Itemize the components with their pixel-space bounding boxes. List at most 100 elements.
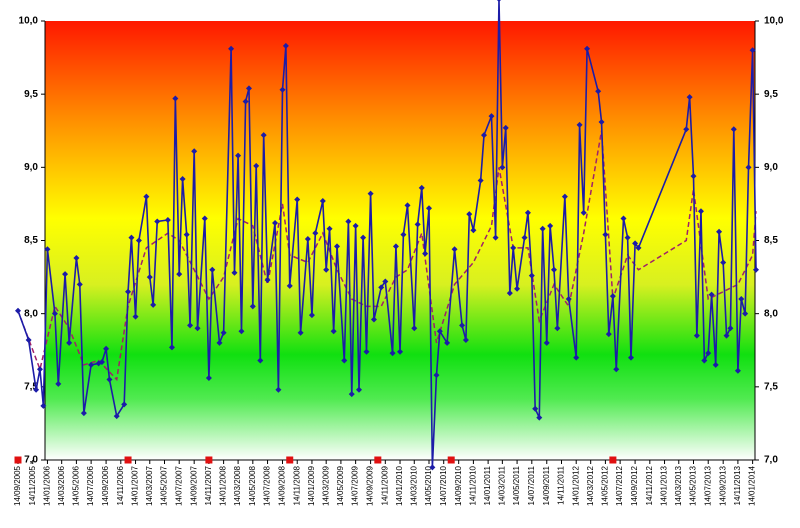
point-marker [716,228,723,235]
point-marker [80,410,87,417]
x-tick-label: 14/05/2008 [248,465,257,506]
point-marker [720,259,727,266]
y-tick-label: 8,5 [24,235,38,246]
point-marker [312,230,319,237]
x-tick-label: 14/05/2013 [689,465,698,506]
point-marker [249,303,256,310]
point-marker [15,307,21,314]
point-marker [573,354,580,361]
x-tick-label: 14/09/2011 [542,465,551,505]
point-marker [242,98,249,105]
y-tick-label: 9,5 [24,89,38,100]
y2-tick-label: 9,0 [764,162,778,173]
point-marker [183,231,190,238]
point-marker [146,274,153,281]
x-tick-label: 14/03/2009 [321,465,330,506]
point-marker [216,339,223,346]
x-tick-label: 14/09/2013 [718,465,727,506]
point-marker [44,246,51,253]
x-tick-label: 14/11/2013 [733,465,742,505]
y-tick-label: 7,5 [24,381,38,392]
point-marker [502,124,509,131]
x-tick-label: 14/07/2013 [703,465,712,506]
point-marker [477,177,484,184]
point-marker [113,413,120,420]
point-marker [33,386,40,393]
point-marker [191,148,198,155]
point-marker [436,328,443,335]
point-marker [598,118,605,125]
point-marker [532,405,539,412]
point-marker [135,237,142,244]
point-marker [723,332,730,339]
point-marker [605,331,612,338]
x-tick-label: 14/05/2012 [601,465,610,506]
point-marker [392,243,399,250]
x-tick-label: 14/09/2005 [13,465,22,506]
x-tick-label: 14/03/2012 [586,465,595,506]
event-marker [124,456,132,464]
x-tick-label: 14/03/2011 [497,465,506,505]
point-marker [738,296,745,303]
point-marker [753,266,759,273]
point-marker [712,361,719,368]
point-marker [370,316,377,323]
point-marker [528,272,535,279]
point-marker [132,313,139,320]
x-tick-label: 14/11/2012 [645,465,654,505]
point-marker [510,244,517,251]
point-marker [524,209,531,216]
point-marker [121,401,128,408]
point-marker [286,282,293,289]
point-marker [411,325,418,332]
point-marker [521,234,528,241]
x-tick-label: 14/01/2012 [571,465,580,506]
point-marker [539,225,546,232]
point-marker [488,113,495,120]
y2-tick-label: 8,0 [764,308,778,319]
point-marker [88,361,95,368]
point-marker [326,225,333,232]
point-marker [201,215,208,222]
point-marker [683,126,690,133]
point-marker [551,266,558,273]
point-marker [536,414,543,421]
point-marker [708,291,715,298]
x-tick-label: 14/01/2008 [219,465,228,506]
x-tick-label: 14/11/2006 [116,465,125,505]
x-tick-label: 14/11/2008 [292,465,301,505]
point-marker [297,329,304,336]
event-marker [286,456,294,464]
point-marker [154,218,161,225]
x-tick-label: 14/01/2013 [660,465,669,506]
x-tick-label: 14/03/2006 [57,465,66,506]
point-marker [360,234,367,241]
point-marker [400,231,407,238]
point-marker [547,222,554,229]
point-marker [624,234,631,241]
x-tick-label: 14/07/2012 [615,465,624,506]
point-marker [414,221,421,228]
point-marker [602,231,609,238]
x-tick-label: 14/01/2007 [131,465,140,506]
point-marker [257,357,264,364]
point-marker [429,464,436,471]
x-tick-label: 14/09/2010 [454,465,463,506]
point-marker [470,227,477,234]
point-marker [330,328,337,335]
point-marker [565,296,572,303]
point-marker [425,205,432,212]
point-marker [389,350,396,357]
point-marker [697,208,704,215]
point-marker [264,277,271,284]
x-tick-label: 14/07/2011 [527,465,536,505]
point-marker [635,244,642,251]
x-tick-label: 14/09/2012 [630,465,639,506]
y2-tick-label: 10,0 [764,16,784,27]
x-tick-label: 14/05/2006 [72,465,81,506]
point-marker [272,219,279,226]
event-marker [609,456,617,464]
x-tick-label: 14/07/2009 [351,465,360,506]
point-marker [220,329,227,336]
event-marker [447,456,455,464]
